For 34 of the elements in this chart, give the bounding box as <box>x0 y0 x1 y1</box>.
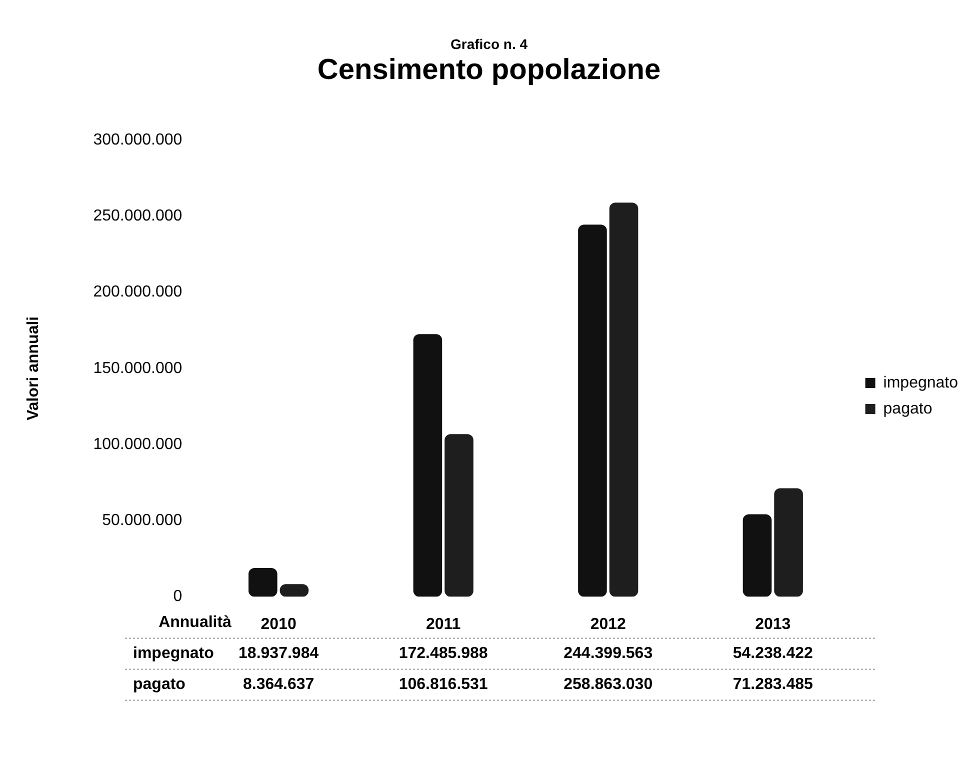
bar <box>413 334 442 597</box>
chart-subtitle: Grafico n. 4 <box>449 35 529 52</box>
y-tick-label: 150.000.000 <box>93 360 182 377</box>
text: pagato <box>133 676 186 694</box>
y-axis-title: Valori annuali <box>25 316 42 420</box>
y-tick-label: 300.000.000 <box>93 131 182 148</box>
data-label: 71.283.485 <box>732 676 814 694</box>
y-tick-label: 100.000.000 <box>93 436 182 453</box>
data-label: 18.937.984 <box>238 645 319 662</box>
y-tick-label: 0 <box>173 588 182 606</box>
legend-label: pagato <box>883 400 932 418</box>
data-label: 172.485.988 <box>398 645 488 662</box>
x-axis-title: Annualità <box>158 614 232 632</box>
text: impegnato <box>133 645 214 662</box>
bar <box>578 224 607 597</box>
legend-label: impegnato <box>883 374 958 392</box>
x-tick-label: 2012 <box>590 616 626 633</box>
chart-title: Censimento popolazione <box>316 54 662 87</box>
data-label: 244.399.563 <box>564 645 653 662</box>
y-tick-label: 200.000.000 <box>93 284 182 301</box>
bar <box>444 434 474 597</box>
y-tick-label: 250.000.000 <box>93 208 182 225</box>
bar <box>774 488 803 597</box>
x-tick-label: 2010 <box>260 616 296 633</box>
x-tick-label: 2013 <box>755 616 791 633</box>
y-tick-label: 50.000.000 <box>102 512 182 530</box>
bar <box>609 202 638 597</box>
x-tick-label: 2011 <box>426 616 461 633</box>
data-label: 8.364.637 <box>242 676 314 694</box>
data-label: 258.863.030 <box>564 676 653 694</box>
bar <box>248 568 278 597</box>
data-label: 54.238.422 <box>732 645 814 662</box>
bar <box>742 514 772 597</box>
data-label: 106.816.531 <box>398 676 488 694</box>
